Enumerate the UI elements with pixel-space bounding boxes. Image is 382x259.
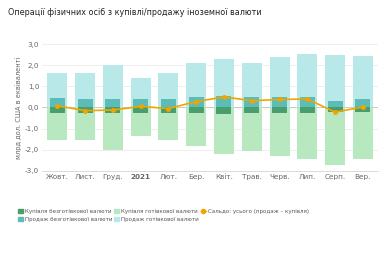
- Bar: [105, 99, 120, 107]
- Text: Операції фізичних осіб з купівлі/продажу іноземної валюти: Операції фізичних осіб з купівлі/продажу…: [8, 8, 261, 17]
- Bar: [214, 107, 234, 154]
- Bar: [328, 107, 343, 112]
- Bar: [161, 99, 176, 107]
- Bar: [131, 107, 151, 136]
- Bar: [214, 59, 234, 107]
- Bar: [297, 107, 317, 159]
- Bar: [50, 98, 65, 107]
- Bar: [217, 107, 231, 114]
- Legend: Купівля безготівкової валюти, Продаж безготівкової валюти, Купівля готівкової ва: Купівля безготівкової валюти, Продаж без…: [18, 209, 309, 222]
- Bar: [103, 64, 123, 107]
- Bar: [189, 107, 204, 113]
- Bar: [133, 107, 148, 113]
- Bar: [159, 73, 178, 107]
- Bar: [105, 107, 120, 113]
- Bar: [270, 57, 290, 107]
- Bar: [355, 107, 371, 112]
- Bar: [353, 56, 373, 107]
- Bar: [328, 101, 343, 107]
- Bar: [189, 97, 204, 107]
- Bar: [161, 107, 176, 113]
- Bar: [300, 107, 315, 113]
- Bar: [325, 107, 345, 165]
- Bar: [272, 107, 287, 113]
- Bar: [159, 107, 178, 140]
- Bar: [50, 107, 65, 113]
- Bar: [272, 97, 287, 107]
- Bar: [78, 99, 92, 107]
- Bar: [186, 107, 206, 146]
- Bar: [217, 97, 231, 107]
- Bar: [103, 107, 123, 150]
- Bar: [131, 78, 151, 107]
- Bar: [47, 73, 67, 107]
- Bar: [75, 107, 95, 140]
- Y-axis label: млрд дол. США в еквіваленті: млрд дол. США в еквіваленті: [15, 56, 22, 159]
- Bar: [242, 107, 262, 151]
- Bar: [270, 107, 290, 156]
- Bar: [353, 107, 373, 159]
- Bar: [78, 107, 92, 113]
- Bar: [300, 97, 315, 107]
- Bar: [244, 107, 259, 113]
- Bar: [133, 99, 148, 107]
- Bar: [75, 73, 95, 107]
- Bar: [186, 63, 206, 107]
- Bar: [297, 54, 317, 107]
- Bar: [325, 55, 345, 107]
- Bar: [47, 107, 67, 140]
- Bar: [242, 63, 262, 107]
- Bar: [244, 97, 259, 107]
- Bar: [355, 99, 371, 107]
